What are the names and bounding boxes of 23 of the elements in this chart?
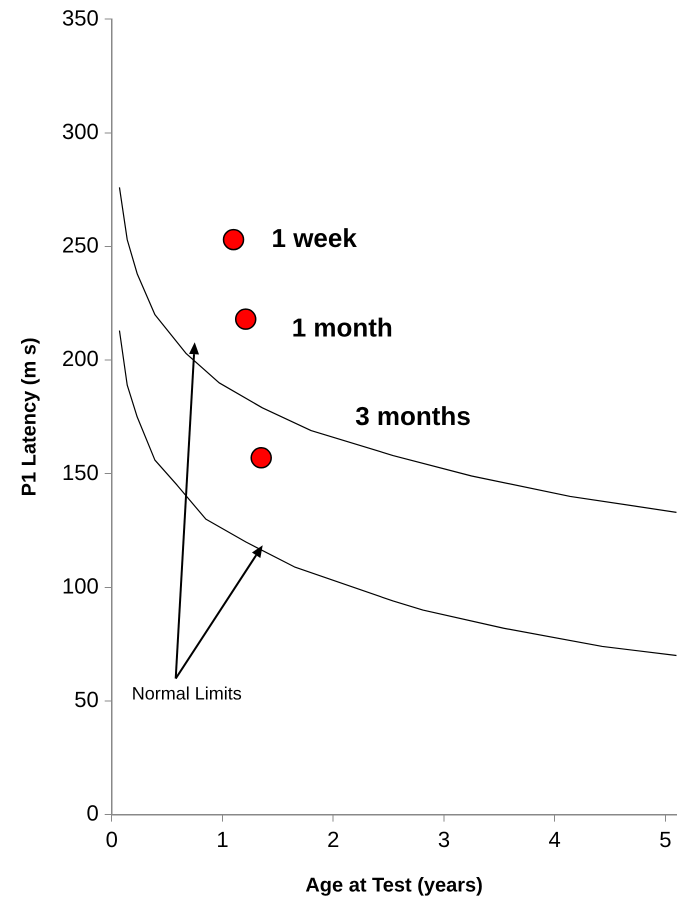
x-tick-label: 1 — [216, 826, 229, 852]
point — [222, 228, 244, 250]
point — [234, 308, 256, 330]
annotation: Normal Limits — [132, 684, 242, 704]
x-tick-label: 3 — [438, 826, 450, 852]
series-label: 1 month — [292, 312, 393, 342]
y-axis-title: P1 Latency (m s) — [18, 337, 41, 496]
x-tick-label: 5 — [659, 826, 672, 852]
y-tick-label: 300 — [62, 118, 99, 144]
y-tick-label: 250 — [62, 232, 99, 258]
y-tick-label: 100 — [62, 573, 99, 598]
y-tick-label: 350 — [62, 5, 99, 30]
y-tick-label: 200 — [62, 346, 99, 372]
y-tick-label: 50 — [74, 687, 99, 712]
point — [250, 447, 272, 469]
y-tick-label: 0 — [86, 800, 99, 826]
x-tick-label: 0 — [106, 826, 118, 852]
text: 3 months — [355, 400, 471, 431]
y-tick-label: 150 — [62, 460, 99, 485]
series-label: 1 week — [272, 222, 358, 253]
x-tick-label: 2 — [327, 826, 340, 852]
x-axis-title: Age at Test (years) — [305, 874, 483, 897]
x-tick-label: 4 — [548, 826, 561, 852]
